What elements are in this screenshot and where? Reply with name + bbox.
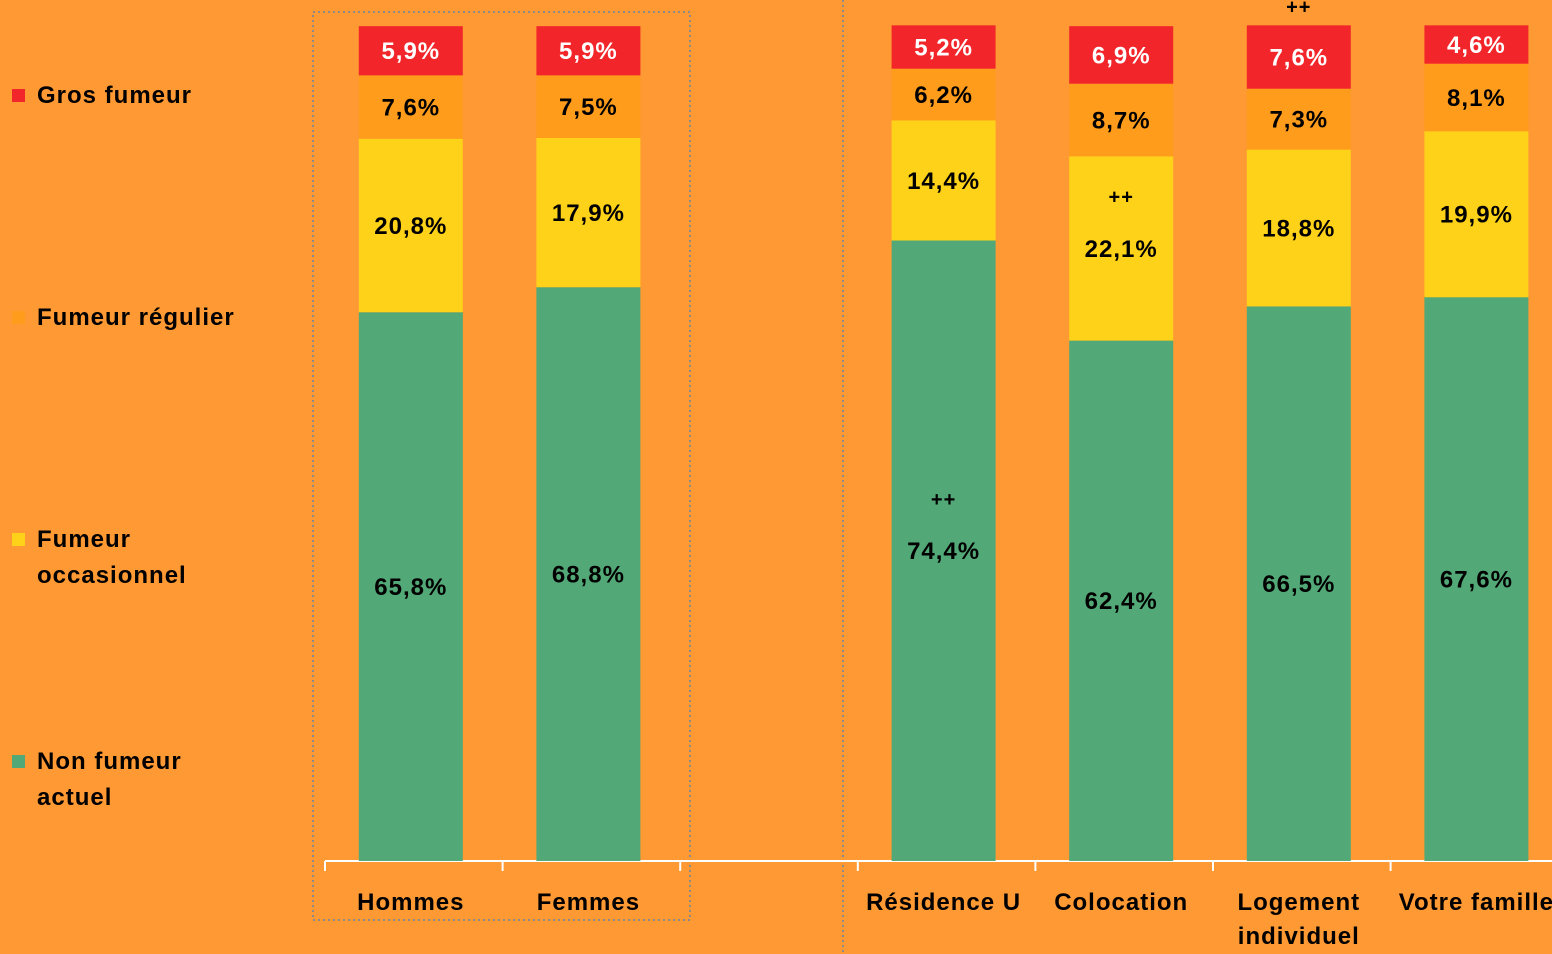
x-tick-label: Logement individuel bbox=[1237, 889, 1361, 950]
legend-item: Gros fumeur bbox=[12, 78, 217, 114]
data-label: 17,9% bbox=[552, 200, 625, 227]
bar-segment bbox=[358, 26, 463, 76]
bar-segment bbox=[1246, 306, 1351, 861]
bar-segment bbox=[891, 68, 996, 121]
bar-segment bbox=[1424, 131, 1529, 298]
data-label: 6,9% bbox=[1092, 42, 1151, 69]
data-label: 7,6% bbox=[381, 94, 440, 121]
bar-segment bbox=[1424, 25, 1529, 64]
data-label: 7,6% bbox=[1269, 44, 1328, 71]
data-label: 14,4% bbox=[907, 168, 980, 195]
x-tick-label: Votre famille bbox=[1398, 889, 1552, 916]
bar-segment bbox=[536, 26, 641, 76]
data-label: 18,8% bbox=[1262, 215, 1335, 242]
x-tick-label: Résidence U bbox=[866, 889, 1022, 916]
annotation: ++ bbox=[1286, 0, 1311, 18]
x-tick-label: Femmes bbox=[536, 889, 641, 916]
bar-segment bbox=[1246, 25, 1351, 89]
data-label: 67,6% bbox=[1440, 566, 1513, 593]
data-label: 22,1% bbox=[1085, 236, 1158, 263]
bar-segment bbox=[891, 120, 996, 241]
legend-swatch bbox=[12, 755, 25, 768]
bar-segment bbox=[1069, 83, 1174, 157]
legend-item: Fumeur régulier bbox=[12, 300, 234, 336]
bar-segment bbox=[358, 138, 463, 313]
data-label: 8,1% bbox=[1447, 85, 1506, 112]
data-label: 5,9% bbox=[559, 38, 618, 65]
data-label: 7,3% bbox=[1269, 107, 1328, 134]
bar-segment bbox=[536, 75, 641, 138]
data-label: 68,8% bbox=[552, 561, 625, 588]
x-tick-label: Colocation bbox=[1054, 889, 1189, 916]
annotation: ++ bbox=[1109, 187, 1134, 209]
data-label: 5,9% bbox=[381, 38, 440, 65]
data-label: 62,4% bbox=[1085, 588, 1158, 615]
bar-segment bbox=[358, 75, 463, 139]
bar-segment bbox=[536, 137, 641, 288]
x-tick-label: Hommes bbox=[357, 889, 465, 916]
data-label: 4,6% bbox=[1447, 32, 1506, 59]
bar-segment bbox=[1069, 26, 1174, 84]
bar-segment bbox=[1424, 63, 1529, 132]
data-label: 65,8% bbox=[374, 574, 447, 601]
legend-label: Non fumeur actuel bbox=[37, 748, 182, 811]
legend-swatch bbox=[12, 311, 25, 324]
bar-segment bbox=[358, 312, 463, 861]
legend-label: Fumeur occasionnel bbox=[37, 526, 187, 589]
data-label: 8,7% bbox=[1092, 107, 1151, 134]
bar-segment bbox=[1069, 156, 1174, 341]
annotation: ++ bbox=[931, 489, 956, 511]
data-label: 66,5% bbox=[1262, 571, 1335, 598]
legend-label: Gros fumeur bbox=[37, 82, 193, 109]
bar-segment bbox=[1069, 340, 1174, 862]
legend-item: Non fumeur actuel bbox=[12, 744, 217, 816]
data-label: 20,8% bbox=[374, 213, 447, 240]
bar-segment bbox=[891, 25, 996, 69]
bar-segment bbox=[536, 287, 641, 861]
bar-segment bbox=[891, 240, 996, 861]
legend-swatch bbox=[12, 533, 25, 546]
group-box bbox=[312, 11, 691, 921]
data-label: 7,5% bbox=[559, 94, 618, 121]
data-label: 6,2% bbox=[914, 82, 973, 109]
data-label: 5,2% bbox=[914, 34, 973, 61]
data-label: 19,9% bbox=[1440, 202, 1513, 229]
bar-segment bbox=[1246, 88, 1351, 150]
legend-swatch bbox=[12, 89, 25, 102]
bar-segment bbox=[1246, 149, 1351, 307]
legend-item: Fumeur occasionnel bbox=[12, 522, 217, 594]
bar-segment bbox=[1424, 297, 1529, 861]
legend-label: Fumeur régulier bbox=[37, 304, 235, 331]
data-label: 74,4% bbox=[907, 538, 980, 565]
